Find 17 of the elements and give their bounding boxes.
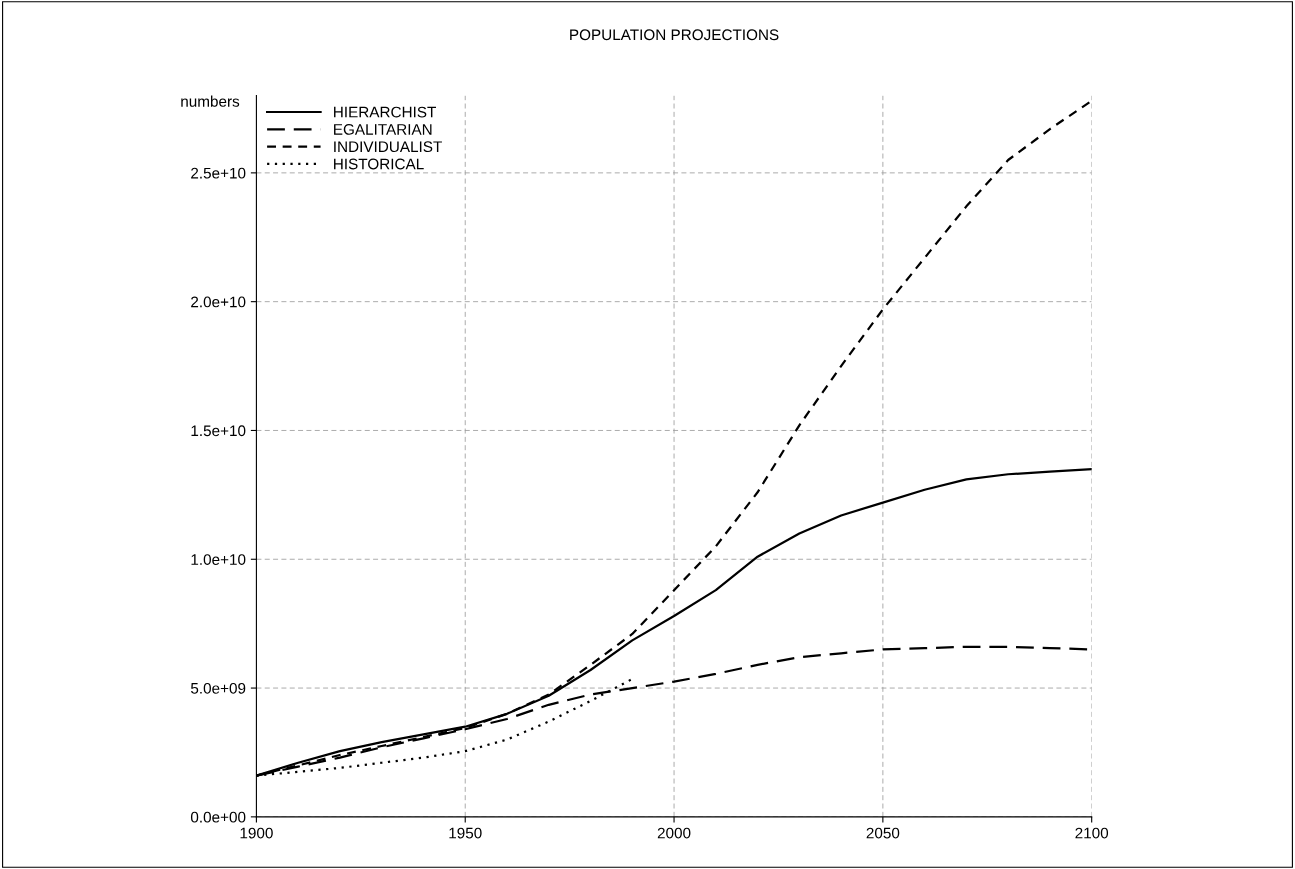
x-tick-label: 2000 <box>657 827 691 839</box>
y-tick-label: 1.5e+10 <box>191 425 246 437</box>
x-tick-label: 2050 <box>866 827 900 839</box>
y-tick-label: 5.0e+09 <box>190 682 246 694</box>
x-tick-label: 2100 <box>1075 827 1109 839</box>
x-tick-label: 1900 <box>240 827 273 839</box>
legend-label: INDIVIDUALIST <box>334 141 442 153</box>
legend-label: HISTORICAL <box>334 158 424 170</box>
legend-label: HIERARCHIST <box>334 106 437 118</box>
y-tick-label: 2.0e+10 <box>191 296 246 308</box>
y-tick-label: 0.0e+00 <box>190 811 246 823</box>
y-axis-title: numbers <box>181 95 240 107</box>
y-tick-label: 1.0e+10 <box>191 554 246 565</box>
x-tick-label: 1950 <box>449 827 482 839</box>
y-tick-label: 2.5e+10 <box>191 167 246 179</box>
legend-label: EGALITARIAN <box>334 123 432 135</box>
chart-title: POPULATION PROJECTIONS <box>570 29 779 41</box>
